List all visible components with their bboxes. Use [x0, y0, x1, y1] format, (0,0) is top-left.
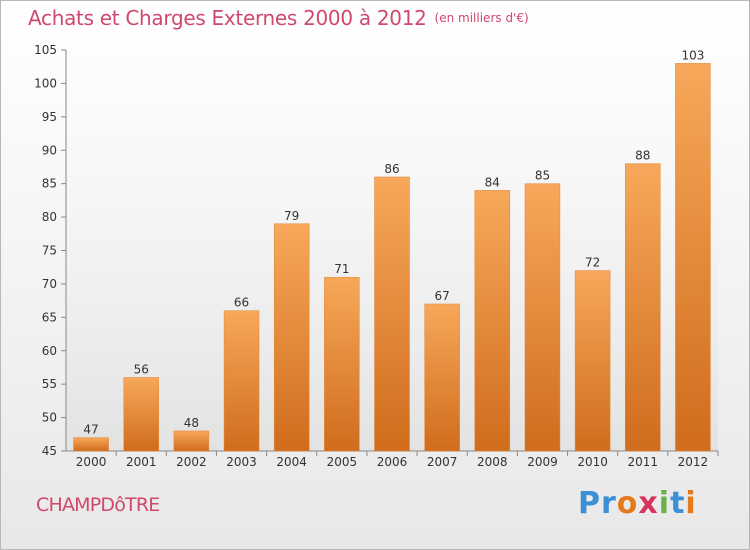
bar-value-label: 85 — [535, 169, 550, 183]
x-tick-label: 2004 — [276, 455, 307, 469]
x-tick-label: 2010 — [577, 455, 608, 469]
bar-value-label: 56 — [134, 362, 149, 376]
bar-value-label: 84 — [485, 175, 500, 189]
bar-value-label: 47 — [83, 423, 98, 437]
bar-value-label: 48 — [184, 416, 199, 430]
bar-value-label: 66 — [234, 296, 249, 310]
logo-letter: P — [578, 486, 601, 521]
bar — [273, 223, 310, 452]
bar — [574, 270, 611, 452]
y-tick-label: 95 — [42, 110, 57, 124]
bar-value-label: 72 — [585, 256, 600, 270]
y-tick-label: 80 — [42, 210, 57, 224]
logo-letter: o — [616, 486, 639, 521]
chart-title: Achats et Charges Externes 2000 à 2012 — [28, 6, 427, 30]
x-tick-label: 2012 — [678, 455, 709, 469]
logo-letter: i — [658, 486, 671, 521]
x-tick-label: 2006 — [377, 455, 408, 469]
bar-value-label: 67 — [435, 289, 450, 303]
y-tick-label: 55 — [42, 377, 57, 391]
x-tick-label: 2002 — [176, 455, 207, 469]
logo-letter: t — [670, 486, 686, 521]
y-tick-label: 75 — [42, 244, 57, 258]
bar-value-label: 103 — [681, 48, 704, 62]
bar — [374, 176, 410, 452]
x-tick-label: 2000 — [76, 455, 107, 469]
x-tick-label: 2008 — [477, 455, 508, 469]
logo-letter: x — [638, 486, 659, 521]
y-tick-label: 65 — [42, 310, 57, 324]
y-tick-label: 45 — [42, 444, 57, 458]
bar — [73, 437, 109, 452]
bars — [73, 63, 711, 452]
bar — [424, 303, 460, 452]
x-tick-label: 2005 — [327, 455, 358, 469]
bar — [173, 430, 210, 452]
y-tick-label: 100 — [34, 76, 57, 90]
x-tick-label: 2007 — [427, 455, 458, 469]
bar — [223, 310, 260, 452]
x-tick-label: 2009 — [527, 455, 558, 469]
bar — [123, 377, 159, 452]
x-tick-label: 2011 — [627, 455, 658, 469]
x-tick-label: 2001 — [126, 455, 157, 469]
logo-letter: r — [601, 486, 617, 521]
y-tick-label: 105 — [34, 43, 57, 57]
proxiti-logo: Proxiti — [578, 486, 697, 521]
bar-value-label: 88 — [635, 149, 650, 163]
y-tick-label: 60 — [42, 344, 57, 358]
logo-letter: i — [685, 486, 697, 521]
y-tick-label: 70 — [42, 277, 57, 291]
bar — [675, 63, 711, 452]
y-tick-label: 90 — [42, 143, 57, 157]
chart-unit: (en milliers d'€) — [434, 11, 529, 25]
x-tick-label: 2003 — [226, 455, 257, 469]
bar — [474, 190, 511, 452]
bar — [524, 183, 561, 452]
bar-value-label: 71 — [334, 262, 349, 276]
bar-value-label: 79 — [284, 209, 299, 223]
bar — [625, 163, 661, 452]
y-tick-label: 50 — [42, 411, 57, 425]
value-labels: 47 2000 56 2001 48 2002 66 2003 79 2004 71 2005 86 20… — [76, 48, 708, 469]
bar-value-label: 86 — [384, 162, 399, 176]
bar — [324, 276, 360, 452]
commune-name: CHAMPDôTRE — [36, 494, 160, 516]
y-tick-label: 85 — [42, 177, 57, 191]
chart-title-row: Achats et Charges Externes 2000 à 2012 (e… — [28, 6, 529, 30]
